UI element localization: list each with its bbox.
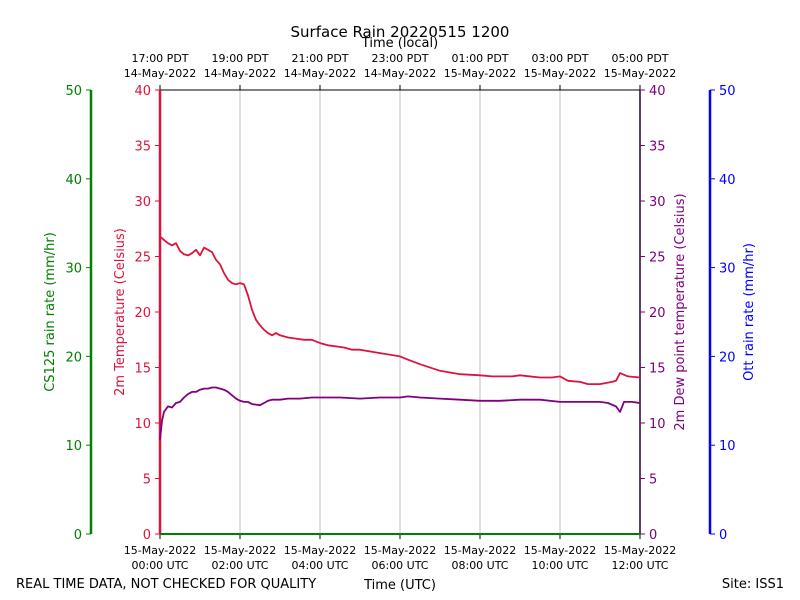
dewpoint-series-line <box>159 386 641 440</box>
temperature-tick-label: 30 <box>134 195 151 210</box>
top-axis-label: Time (local) <box>361 36 438 51</box>
temperature-tick-label: 15 <box>134 362 151 377</box>
dewpoint-tick-label: 15 <box>649 362 666 377</box>
x-tick-utc-date: 15-May-2022 <box>124 544 196 557</box>
x-tick-utc-time: 06:00 UTC <box>371 559 428 572</box>
ott-axis-ticks: 0 10 20 30 40 50 <box>710 84 736 543</box>
ott-tick-label: 10 <box>719 439 736 454</box>
temperature-tick-label: 5 <box>143 473 151 488</box>
dewpoint-axis-label: 2m Dew point temperature (Celsius) <box>673 193 688 430</box>
temperature-axis-ticks: 0 5 10 15 20 25 30 35 40 <box>134 84 160 543</box>
x-tick-utc-time: 04:00 UTC <box>291 559 348 572</box>
cs125-tick-label: 30 <box>65 262 82 277</box>
dewpoint-tick-label: 30 <box>649 195 666 210</box>
dewpoint-tick-label: 10 <box>649 417 666 432</box>
data-series <box>159 235 641 440</box>
x-tick-local-time: 03:00 PDT <box>531 52 588 65</box>
x-tick-local-date: 15-May-2022 <box>604 67 676 80</box>
x-tick-utc-time: 02:00 UTC <box>211 559 268 572</box>
temperature-tick-label: 0 <box>143 528 151 543</box>
ott-tick-label: 30 <box>719 262 736 277</box>
x-tick-local-date: 14-May-2022 <box>284 67 356 80</box>
x-tick-local-time: 19:00 PDT <box>211 52 268 65</box>
dewpoint-axis-ticks: 0 5 10 15 20 25 30 35 40 <box>640 84 666 543</box>
cs125-tick-label: 0 <box>74 528 82 543</box>
site-label: Site: ISS1 <box>722 577 784 592</box>
temperature-axis-label: 2m Temperature (Celsius) <box>113 228 128 396</box>
ott-tick-label: 50 <box>719 84 736 99</box>
temperature-tick-label: 10 <box>134 417 151 432</box>
x-tick-local-date: 15-May-2022 <box>444 67 516 80</box>
cs125-tick-label: 20 <box>65 350 82 365</box>
x-tick-utc-time: 00:00 UTC <box>131 559 188 572</box>
temperature-tick-label: 40 <box>134 84 151 99</box>
dewpoint-tick-label: 40 <box>649 84 666 99</box>
ott-tick-label: 0 <box>719 528 727 543</box>
dewpoint-tick-label: 20 <box>649 306 666 321</box>
dewpoint-tick-label: 25 <box>649 251 666 266</box>
x-tick-local-time: 05:00 PDT <box>611 52 668 65</box>
x-tick-utc-date: 15-May-2022 <box>444 544 516 557</box>
x-tick-local-time: 21:00 PDT <box>291 52 348 65</box>
x-tick-utc-date: 15-May-2022 <box>364 544 436 557</box>
cs125-axis-label: CS125 rain rate (mm/hr) <box>43 232 58 392</box>
cs125-tick-label: 40 <box>65 173 82 188</box>
ott-axis-label: Ott rain rate (mm/hr) <box>742 243 757 381</box>
quality-disclaimer: REAL TIME DATA, NOT CHECKED FOR QUALITY <box>16 577 316 592</box>
x-tick-local-time: 23:00 PDT <box>371 52 428 65</box>
temperature-tick-label: 20 <box>134 306 151 321</box>
temperature-tick-label: 35 <box>134 140 151 155</box>
x-tick-local-date: 14-May-2022 <box>124 67 196 80</box>
x-tick-utc-time: 08:00 UTC <box>451 559 508 572</box>
x-axis-ticks: 15-May-2022 00:00 UTC 17:00 PDT 14-May-2022… <box>124 52 676 572</box>
x-tick-utc-date: 15-May-2022 <box>524 544 596 557</box>
dewpoint-tick-label: 5 <box>649 473 657 488</box>
x-tick-utc-time: 10:00 UTC <box>531 559 588 572</box>
x-tick-utc-date: 15-May-2022 <box>604 544 676 557</box>
ott-tick-label: 20 <box>719 350 736 365</box>
x-tick-utc-time: 12:00 UTC <box>611 559 668 572</box>
dewpoint-tick-label: 0 <box>649 528 657 543</box>
x-tick-local-date: 14-May-2022 <box>364 67 436 80</box>
x-tick-utc-date: 15-May-2022 <box>204 544 276 557</box>
temperature-tick-label: 25 <box>134 251 151 266</box>
dewpoint-tick-label: 35 <box>649 140 666 155</box>
x-tick-local-time: 01:00 PDT <box>451 52 508 65</box>
grid-lines <box>239 90 561 534</box>
cs125-tick-label: 50 <box>65 84 82 99</box>
x-tick-local-date: 14-May-2022 <box>204 67 276 80</box>
ott-tick-label: 40 <box>719 173 736 188</box>
x-axis-label: Time (UTC) <box>363 578 436 593</box>
cs125-tick-label: 10 <box>65 439 82 454</box>
temperature-series-line <box>159 235 641 385</box>
chart-title: Surface Rain 20220515 1200 <box>291 23 510 41</box>
x-tick-utc-date: 15-May-2022 <box>284 544 356 557</box>
cs125-axis-ticks: 0 10 20 30 40 50 <box>65 84 91 543</box>
x-tick-local-date: 15-May-2022 <box>524 67 596 80</box>
x-tick-local-time: 17:00 PDT <box>131 52 188 65</box>
